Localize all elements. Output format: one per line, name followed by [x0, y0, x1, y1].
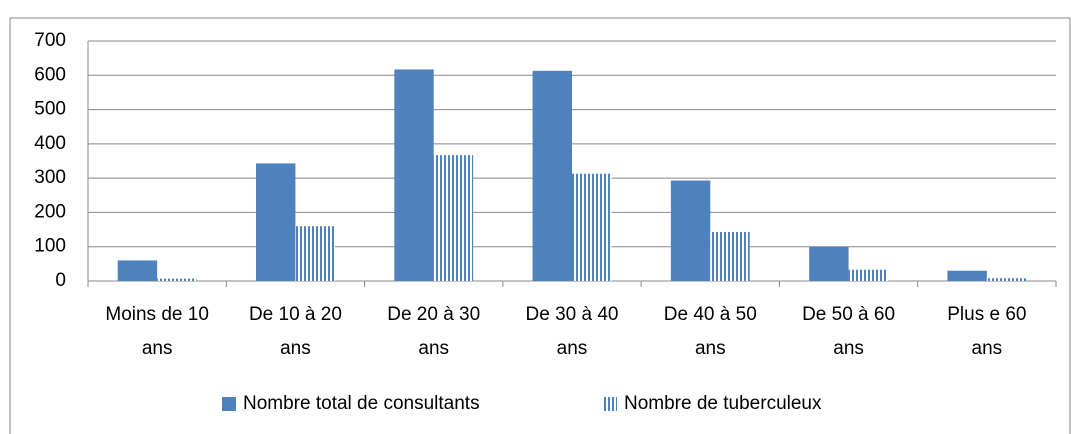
- y-tick-label: 500: [34, 99, 66, 120]
- y-tick-label: 400: [34, 133, 66, 154]
- bar: [809, 246, 849, 281]
- bar: [670, 180, 711, 281]
- y-tick-label: 300: [34, 167, 66, 188]
- y-tick-label: 600: [34, 64, 66, 85]
- bar: [848, 269, 888, 281]
- chart-frame: [9, 17, 1071, 434]
- legend-label: Nombre total de consultants: [243, 393, 480, 414]
- bar: [710, 231, 750, 281]
- bar: [532, 70, 572, 281]
- y-tick-label: 700: [34, 30, 66, 51]
- x-tick-label: De 40 à 50 ans: [664, 304, 757, 359]
- y-tick-label: 0: [55, 270, 66, 291]
- bar: [157, 278, 197, 281]
- x-tick-label: Moins de 10 ans: [105, 304, 209, 359]
- legend-swatch: [603, 397, 617, 411]
- x-tick-label: De 50 à 60 ans: [802, 304, 895, 359]
- bar: [394, 69, 434, 281]
- x-tick-label: De 30 à 40 ans: [526, 304, 619, 359]
- y-tick-label: 200: [34, 201, 66, 222]
- bar: [572, 173, 612, 281]
- x-tick-label: De 20 à 30 ans: [387, 304, 480, 359]
- y-tick-label: 100: [34, 236, 66, 257]
- legend-label: Nombre de tuberculeux: [624, 393, 822, 414]
- bar: [117, 260, 158, 281]
- bar: [947, 270, 987, 281]
- bar: [295, 226, 335, 281]
- bar: [256, 163, 296, 281]
- x-tick-label: De 10 à 20 ans: [249, 304, 342, 359]
- bar: [433, 155, 474, 281]
- legend-swatch: [222, 397, 236, 411]
- bar: [986, 278, 1027, 281]
- x-tick-label: Plus e 60 ans: [947, 304, 1026, 359]
